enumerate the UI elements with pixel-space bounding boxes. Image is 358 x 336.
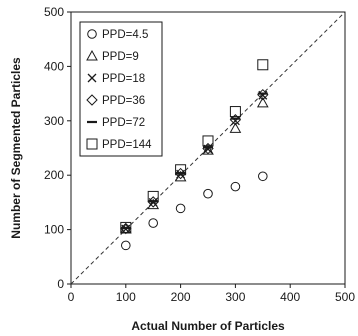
data-point-square bbox=[147, 190, 159, 202]
data-point-square bbox=[229, 106, 241, 118]
data-point-circle bbox=[121, 240, 131, 251]
data-point-square bbox=[202, 135, 214, 147]
legend: PPD=4.5 PPD=9 PPD=18 PPD=36 PPD=72 PPD=144 bbox=[79, 21, 163, 157]
y-tick-label: 500 bbox=[44, 5, 64, 19]
x-axis-title: Actual Number of Particles bbox=[131, 319, 285, 333]
x-tick-label: 300 bbox=[225, 290, 245, 304]
legend-label: PPD=36 bbox=[102, 95, 145, 107]
x-tick-label: 500 bbox=[335, 290, 355, 304]
y-axis-title: Number of Segmented Particles bbox=[9, 57, 23, 239]
data-point-diamond bbox=[147, 196, 159, 208]
legend-label: PPD=72 bbox=[102, 117, 145, 129]
x-tick-label: 100 bbox=[116, 290, 136, 304]
x-tick-label: 200 bbox=[171, 290, 191, 304]
x-tick-label: 400 bbox=[280, 290, 300, 304]
data-point-diamond bbox=[174, 167, 187, 180]
data-point-circle bbox=[258, 171, 268, 182]
y-tick-label: 300 bbox=[44, 114, 64, 128]
x-tick-label: 0 bbox=[68, 290, 75, 304]
legend-marker-square bbox=[86, 138, 98, 150]
legend-label: PPD=9 bbox=[102, 51, 139, 63]
data-point-square bbox=[257, 59, 269, 71]
y-tick-label: 100 bbox=[44, 223, 64, 237]
y-tick-label: 200 bbox=[44, 168, 64, 182]
legend-label: PPD=4.5 bbox=[102, 29, 148, 41]
y-tick-label: 0 bbox=[57, 277, 64, 291]
data-point-circle bbox=[175, 203, 186, 214]
data-point-circle bbox=[203, 188, 213, 199]
reference-line-layer bbox=[70, 11, 346, 285]
legend-marker-diamond bbox=[86, 94, 98, 106]
legend-marker-triangle bbox=[86, 49, 98, 61]
data-point-diamond bbox=[120, 222, 132, 235]
data-points bbox=[119, 59, 269, 251]
y-tick-label: 400 bbox=[44, 59, 64, 73]
axis-ticks: 0 100 200 300 400 500 0 100 200 300 400 500 bbox=[44, 5, 355, 304]
legend-label: PPD=144 bbox=[102, 139, 152, 151]
legend-box bbox=[79, 21, 163, 157]
reference-line bbox=[70, 11, 346, 285]
legend-marker-circle bbox=[87, 29, 97, 39]
legend-label: PPD=18 bbox=[102, 73, 145, 85]
data-point-square bbox=[120, 221, 132, 233]
plot-area bbox=[70, 11, 346, 285]
data-point-triangle bbox=[229, 122, 242, 133]
series-circle bbox=[121, 171, 268, 251]
series-square bbox=[120, 59, 269, 233]
legend-marker-x bbox=[87, 73, 97, 83]
data-point-circle bbox=[148, 218, 158, 228]
data-point-circle bbox=[230, 181, 241, 192]
data-point-square bbox=[175, 164, 187, 176]
data-point-triangle bbox=[256, 96, 269, 108]
